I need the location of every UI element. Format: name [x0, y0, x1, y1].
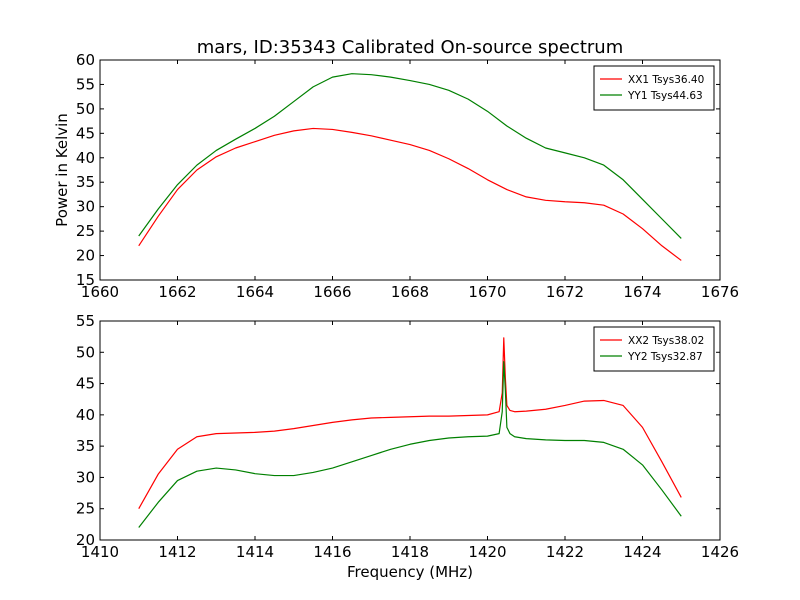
y-tick-label: 20: [76, 531, 95, 549]
y-tick-label: 40: [76, 406, 95, 424]
legend-entry: YY1 Tsys44.63: [627, 90, 703, 102]
y-tick-label: 50: [76, 343, 95, 361]
legend-entry: YY2 Tsys32.87: [627, 351, 703, 363]
x-tick-label: 1416: [313, 543, 351, 561]
y-tick-label: 25: [76, 222, 95, 240]
x-tick-label: 1426: [701, 543, 739, 561]
legend-box: [593, 326, 715, 372]
x-tick-label: 1662: [158, 283, 196, 301]
x-tick-label: 1664: [236, 283, 274, 301]
y-tick-label: 50: [76, 100, 95, 118]
y-tick-label: 15: [76, 271, 95, 289]
x-tick-label: 1666: [313, 283, 351, 301]
x-tick-label: 1672: [546, 283, 584, 301]
y-tick-label: 30: [76, 198, 95, 216]
legend-entry: XX2 Tsys38.02: [628, 335, 704, 347]
x-tick-label: 1410: [81, 543, 119, 561]
y-axis-label: Power in Kelvin: [53, 113, 71, 227]
y-tick-label: 25: [76, 500, 95, 518]
chart-title: mars, ID:35343 Calibrated On-source spec…: [197, 37, 623, 58]
x-tick-label: 1670: [468, 283, 506, 301]
x-tick-label: 1674: [623, 283, 661, 301]
chart-2: 1410 1412 1414 1416 1418 1420 1422 1424 1426 20 25…: [76, 312, 739, 581]
series-line: [138, 73, 682, 239]
chart-1: 1660 1662 1664 1666 1668 1670 1672 1674 1676 15 20…: [53, 37, 739, 301]
x-tick-label: 1422: [546, 543, 584, 561]
y-tick-label: 45: [76, 375, 95, 393]
y-tick-label: 35: [76, 173, 95, 191]
x-axis-label: Frequency (MHz): [347, 563, 473, 581]
x-tick-label: 1412: [158, 543, 196, 561]
legend: XX2 Tsys38.02 YY2 Tsys32.87: [593, 326, 715, 372]
y-tick-label: 55: [76, 75, 95, 93]
y-tick-label: 60: [76, 51, 95, 69]
x-tick-label: 1418: [391, 543, 429, 561]
x-tick-label: 1414: [236, 543, 274, 561]
series-line: [138, 361, 682, 528]
x-tick-label: 1424: [623, 543, 661, 561]
y-tick-label: 30: [76, 468, 95, 486]
legend-box: [593, 65, 715, 111]
series-line: [138, 127, 682, 261]
x-tick-label: 1668: [391, 283, 429, 301]
legend-entry: XX1 Tsys36.40: [628, 74, 704, 86]
legend: XX1 Tsys36.40 YY1 Tsys44.63: [593, 65, 715, 111]
y-tick-label: 20: [76, 247, 95, 265]
y-tick-label: 35: [76, 437, 95, 455]
series-line: [138, 337, 682, 510]
x-tick-label: 1660: [81, 283, 119, 301]
x-tick-label: 1676: [701, 283, 739, 301]
y-tick-label: 55: [76, 312, 95, 330]
x-tick-label: 1420: [468, 543, 506, 561]
y-tick-label: 45: [76, 124, 95, 142]
y-tick-label: 40: [76, 149, 95, 167]
